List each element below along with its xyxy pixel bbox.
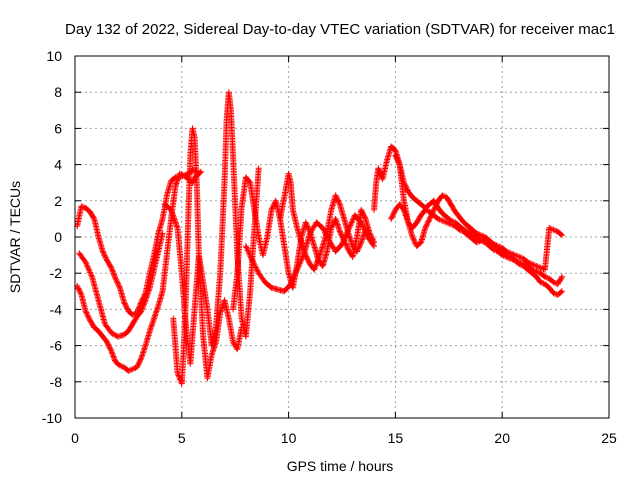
x-tick-label: 5: [178, 430, 186, 446]
chart-title: Day 132 of 2022, Sidereal Day-to-day VTE…: [65, 21, 615, 38]
y-axis-label: SDTVAR / TECUs: [7, 181, 23, 293]
y-tick-label: -10: [42, 410, 62, 426]
data-point-marks: [170, 125, 245, 387]
y-tick-label: 10: [46, 48, 62, 64]
axis-ticks: [74, 55, 610, 419]
y-tick-label: 4: [54, 157, 62, 173]
grid-lines: [75, 56, 609, 418]
x-tick-label: 15: [388, 430, 404, 446]
x-tick-label: 20: [494, 430, 510, 446]
data-point-marks: [76, 230, 166, 340]
y-tick-label: 8: [54, 84, 62, 100]
series-track-e: [170, 125, 245, 387]
y-tick-label: -4: [50, 301, 63, 317]
data-point-marks: [392, 152, 565, 273]
data-point-marks: [277, 170, 369, 273]
y-tick-label: -2: [50, 265, 63, 281]
y-tick-label: 6: [54, 120, 62, 136]
y-tick-label: -6: [50, 338, 63, 354]
series-track-k: [392, 152, 565, 273]
data-marks: [74, 89, 565, 387]
y-tick-label: 0: [54, 229, 62, 245]
y-tick-labels: -10 -8 -6 -4 -2 0 2 4 6 8 10: [42, 48, 62, 426]
series-track-c: [76, 230, 166, 340]
series-track-h: [277, 170, 369, 273]
x-tick-label: 10: [281, 430, 297, 446]
y-tick-label: 2: [54, 193, 62, 209]
x-tick-label: 25: [601, 430, 617, 446]
x-tick-label: 0: [71, 430, 79, 446]
x-tick-labels: 0 5 10 15 20 25: [71, 430, 617, 446]
x-axis-label: GPS time / hours: [287, 458, 394, 474]
y-tick-label: -8: [50, 374, 63, 390]
